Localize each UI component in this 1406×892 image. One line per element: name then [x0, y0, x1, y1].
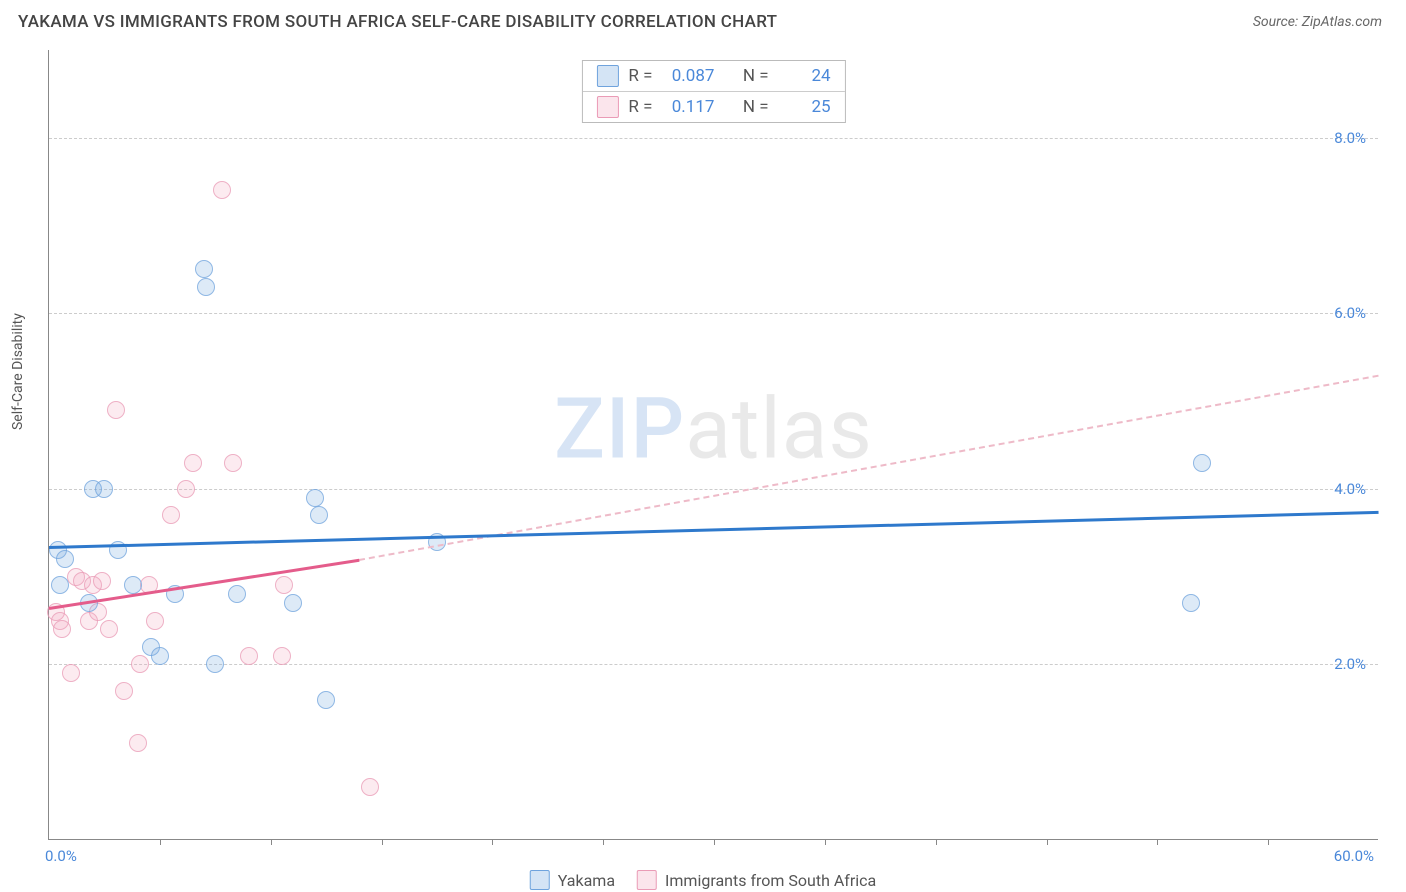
series-legend-pink: Immigrants from South Africa — [637, 870, 876, 890]
x-tick — [1268, 839, 1269, 845]
x-tick — [382, 839, 383, 845]
x-axis-min-label: 0.0% — [45, 847, 77, 865]
data-point — [177, 480, 195, 498]
y-tick-label: 6.0% — [1334, 304, 1366, 322]
data-point — [310, 506, 328, 524]
legend-r-label: R = — [628, 66, 652, 86]
swatch-blue-icon — [530, 870, 550, 890]
gridline-h — [49, 138, 1378, 139]
x-tick — [714, 839, 715, 845]
x-tick — [271, 839, 272, 845]
data-point — [317, 691, 335, 709]
correlation-legend: R = 0.087 N = 24 R = 0.117 N = 25 — [581, 60, 845, 123]
data-point — [1182, 594, 1200, 612]
series-legend-blue: Yakama — [530, 870, 615, 890]
data-point — [131, 655, 149, 673]
data-point — [146, 612, 164, 630]
y-tick-label: 2.0% — [1334, 655, 1366, 673]
x-tick — [1157, 839, 1158, 845]
data-point — [93, 572, 111, 590]
data-point — [56, 550, 74, 568]
series-label-pink: Immigrants from South Africa — [665, 871, 876, 890]
data-point — [275, 576, 293, 594]
data-point — [284, 594, 302, 612]
legend-blue-r: 0.087 — [662, 66, 714, 86]
data-point — [228, 585, 246, 603]
legend-r-label: R = — [628, 97, 652, 117]
data-point — [273, 647, 291, 665]
x-tick — [936, 839, 937, 845]
chart-plot-area: ZIPatlas R = 0.087 N = 24 R = 0.117 N = … — [48, 50, 1378, 840]
watermark-atlas: atlas — [685, 379, 873, 478]
series-legend: Yakama Immigrants from South Africa — [530, 870, 877, 890]
legend-n-label: N = — [743, 66, 769, 86]
x-tick — [492, 839, 493, 845]
legend-pink-r: 0.117 — [662, 97, 714, 117]
data-point — [162, 506, 180, 524]
x-tick — [1047, 839, 1048, 845]
legend-row-pink: R = 0.117 N = 25 — [582, 91, 844, 122]
legend-pink-n: 25 — [779, 97, 831, 117]
data-point — [184, 454, 202, 472]
data-point — [100, 620, 118, 638]
data-point — [53, 620, 71, 638]
source-label: Source: ZipAtlas.com — [1253, 14, 1382, 30]
y-tick-label: 8.0% — [1334, 129, 1366, 147]
watermark-zip: ZIP — [554, 379, 685, 478]
data-point — [197, 278, 215, 296]
series-label-blue: Yakama — [558, 871, 615, 890]
y-tick-label: 4.0% — [1334, 480, 1366, 498]
data-point — [361, 778, 379, 796]
data-point — [51, 576, 69, 594]
x-tick — [603, 839, 604, 845]
x-tick — [825, 839, 826, 845]
data-point — [95, 480, 113, 498]
data-point — [151, 647, 169, 665]
gridline-h — [49, 313, 1378, 314]
x-axis-max-label: 60.0% — [1334, 847, 1374, 865]
data-point — [124, 576, 142, 594]
data-point — [107, 401, 125, 419]
legend-blue-n: 24 — [779, 66, 831, 86]
data-point — [195, 260, 213, 278]
watermark: ZIPatlas — [554, 379, 873, 478]
data-point — [129, 734, 147, 752]
data-point — [240, 647, 258, 665]
data-point — [1193, 454, 1211, 472]
data-point — [206, 655, 224, 673]
trend-line — [49, 511, 1379, 549]
chart-title: YAKAMA VS IMMIGRANTS FROM SOUTH AFRICA S… — [18, 12, 777, 32]
gridline-h — [49, 489, 1378, 490]
data-point — [224, 454, 242, 472]
header: YAKAMA VS IMMIGRANTS FROM SOUTH AFRICA S… — [0, 0, 1406, 40]
data-point — [62, 664, 80, 682]
data-point — [213, 181, 231, 199]
swatch-pink-icon — [637, 870, 657, 890]
data-point — [306, 489, 324, 507]
legend-row-blue: R = 0.087 N = 24 — [582, 61, 844, 91]
y-axis-label: Self-Care Disability — [10, 313, 26, 430]
x-tick — [160, 839, 161, 845]
swatch-blue — [596, 65, 618, 87]
legend-n-label: N = — [743, 97, 769, 117]
swatch-pink — [596, 96, 618, 118]
data-point — [115, 682, 133, 700]
